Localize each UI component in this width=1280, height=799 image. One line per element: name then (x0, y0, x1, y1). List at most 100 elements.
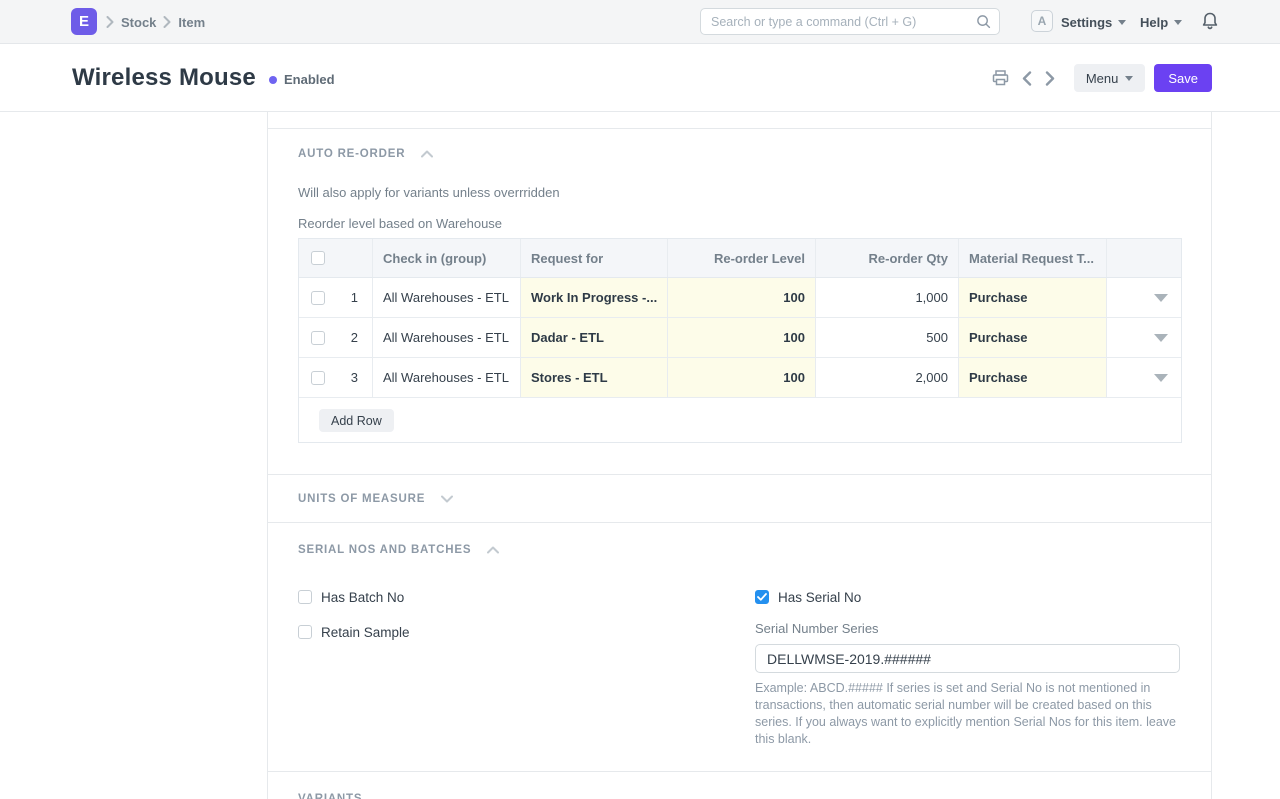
section-units-of-measure: UNITS OF MEASURE (268, 475, 1211, 523)
chevron-down-icon (1118, 19, 1127, 25)
col-header-check-in: Check in (group) (373, 239, 521, 277)
cell-reorder-qty[interactable]: 500 (816, 318, 959, 357)
breadcrumb: Stock Item (106, 0, 205, 44)
page-head: Wireless Mouse Enabled Menu Save (0, 44, 1280, 112)
col-header-request-for: Request for (521, 239, 668, 277)
cell-request-for[interactable]: Work In Progress -... (521, 278, 668, 317)
serial-left-column: Has Batch No Retain Sample (298, 586, 755, 748)
cell-material-request-type[interactable]: Purchase (959, 318, 1107, 357)
title-area: Wireless Mouse Enabled (72, 44, 335, 112)
grid-header-row: Check in (group) Request for Re-order Le… (299, 239, 1181, 278)
table-row: 3 All Warehouses - ETL Stores - ETL 100 … (299, 358, 1181, 398)
row-expand-caret-icon[interactable] (1154, 373, 1168, 382)
cell-reorder-level[interactable]: 100 (668, 318, 816, 357)
row-index: 2 (350, 330, 358, 345)
breadcrumb-stock[interactable]: Stock (121, 14, 157, 30)
section-variants: VARIANTS (268, 772, 1211, 799)
section-units-of-measure-header[interactable]: UNITS OF MEASURE (298, 492, 454, 505)
avatar-letter: A (1037, 14, 1047, 28)
chevron-up-icon (421, 150, 434, 158)
notifications-bell-icon[interactable] (1202, 12, 1218, 30)
section-title: UNITS OF MEASURE (298, 492, 426, 505)
cell-check-in[interactable]: All Warehouses - ETL (373, 318, 521, 357)
previous-document-icon[interactable] (1020, 69, 1034, 88)
serial-right-column: Has Serial No Serial Number Series Examp… (755, 586, 1180, 748)
row-checkbox[interactable] (311, 370, 325, 385)
has-serial-no-field: Has Serial No (755, 586, 1180, 608)
has-serial-no-label[interactable]: Has Serial No (778, 589, 862, 605)
previous-section-edge (268, 112, 1211, 129)
has-batch-no-label[interactable]: Has Batch No (321, 589, 405, 605)
form-column: AUTO RE-ORDER Will also apply for varian… (267, 112, 1212, 799)
section-serial-header[interactable]: SERIAL NOS AND BATCHES (298, 544, 1181, 556)
cell-reorder-level[interactable]: 100 (668, 278, 816, 317)
menu-button-label: Menu (1085, 70, 1119, 86)
has-batch-no-checkbox[interactable] (298, 590, 312, 604)
breadcrumb-item[interactable]: Item (178, 14, 206, 30)
row-index: 1 (350, 290, 358, 305)
variants-note: Will also apply for variants unless over… (298, 185, 560, 200)
app-logo[interactable]: E (71, 8, 97, 35)
add-row-button[interactable]: Add Row (319, 409, 394, 432)
app-logo-letter: E (78, 13, 89, 30)
section-auto-reorder-header[interactable]: AUTO RE-ORDER (298, 148, 1181, 160)
global-search[interactable] (700, 8, 1000, 35)
retain-sample-label[interactable]: Retain Sample (321, 624, 410, 640)
cell-request-for[interactable]: Stores - ETL (521, 358, 668, 397)
chevron-right-icon (106, 16, 114, 28)
search-icon (976, 14, 991, 29)
cell-material-request-type[interactable]: Purchase (959, 358, 1107, 397)
section-variants-header[interactable]: VARIANTS (298, 793, 1181, 799)
search-input[interactable] (701, 14, 976, 29)
row-expand-caret-icon[interactable] (1154, 333, 1168, 342)
section-title: AUTO RE-ORDER (298, 148, 406, 160)
grid-footer: Add Row (299, 398, 1181, 442)
next-document-icon[interactable] (1043, 69, 1057, 88)
cell-request-for[interactable]: Dadar - ETL (521, 318, 668, 357)
help-label: Help (1140, 14, 1169, 30)
status-dot-icon (268, 75, 277, 84)
serial-section-body: Has Batch No Retain Sample Has Serial No (298, 586, 1181, 748)
row-index: 3 (350, 370, 358, 385)
save-button-label: Save (1168, 70, 1198, 86)
retain-sample-checkbox[interactable] (298, 625, 312, 639)
section-title: SERIAL NOS AND BATCHES (298, 544, 472, 556)
has-batch-no-field: Has Batch No (298, 586, 755, 608)
chevron-down-icon (441, 495, 454, 503)
row-checkbox[interactable] (311, 330, 325, 345)
cell-check-in[interactable]: All Warehouses - ETL (373, 358, 521, 397)
save-button[interactable]: Save (1154, 64, 1212, 92)
settings-label: Settings (1061, 14, 1113, 30)
status-badge: Enabled (268, 72, 335, 87)
row-expand-caret-icon[interactable] (1154, 293, 1168, 302)
reorder-grid-label: Reorder level based on Warehouse (298, 216, 503, 231)
reorder-grid: Check in (group) Request for Re-order Le… (298, 238, 1182, 443)
cell-material-request-type[interactable]: Purchase (959, 278, 1107, 317)
serial-series-help: Example: ABCD.##### If series is set and… (755, 681, 1177, 746)
select-all-checkbox[interactable] (311, 251, 325, 265)
print-icon[interactable] (990, 68, 1011, 88)
help-menu[interactable]: Help (1140, 0, 1183, 44)
col-header-reorder-qty: Re-order Qty (816, 239, 959, 277)
row-checkbox[interactable] (311, 290, 325, 305)
retain-sample-field: Retain Sample (298, 621, 755, 643)
cell-reorder-level[interactable]: 100 (668, 358, 816, 397)
page-title: Wireless Mouse (72, 64, 256, 91)
settings-menu[interactable]: Settings (1061, 0, 1127, 44)
menu-button[interactable]: Menu (1073, 64, 1146, 92)
cell-reorder-qty[interactable]: 2,000 (816, 358, 959, 397)
col-header-material-request-type: Material Request T... (959, 239, 1107, 277)
serial-series-label: Serial Number Series (755, 621, 879, 636)
has-serial-no-checkbox[interactable] (755, 590, 769, 604)
chevron-down-icon (1174, 19, 1183, 25)
navbar: E Stock Item A Settings Help (0, 0, 1280, 44)
section-serial-nos-batches: SERIAL NOS AND BATCHES Has Batch No Reta… (268, 523, 1211, 772)
cell-reorder-qty[interactable]: 1,000 (816, 278, 959, 317)
chevron-right-icon (163, 16, 171, 28)
page-actions: Menu Save (990, 44, 1212, 112)
chevron-down-icon (1125, 75, 1134, 81)
serial-series-input[interactable] (755, 644, 1180, 673)
avatar[interactable]: A (1031, 10, 1053, 32)
cell-check-in[interactable]: All Warehouses - ETL (373, 278, 521, 317)
